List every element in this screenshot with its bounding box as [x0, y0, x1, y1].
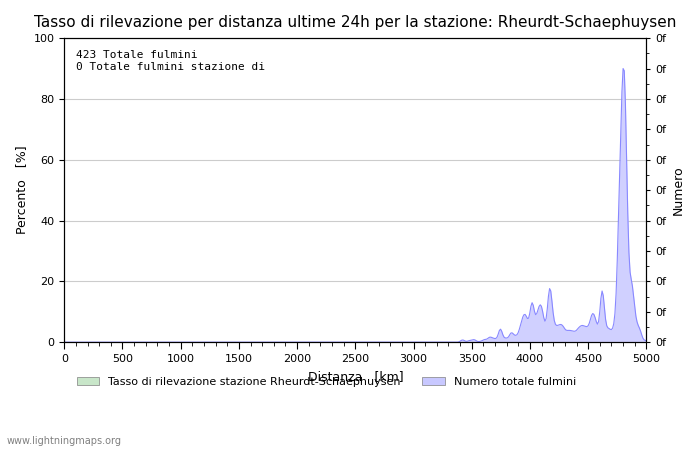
Y-axis label: Percento   [%]: Percento [%]: [15, 146, 28, 234]
X-axis label: Distanza   [km]: Distanza [km]: [307, 369, 403, 382]
Title: Tasso di rilevazione per distanza ultime 24h per la stazione: Rheurdt-Schaephuys: Tasso di rilevazione per distanza ultime…: [34, 15, 676, 30]
Legend: Tasso di rilevazione stazione Rheurdt-Schaephuysen, Numero totale fulmini: Tasso di rilevazione stazione Rheurdt-Sc…: [72, 373, 580, 392]
Text: www.lightningmaps.org: www.lightningmaps.org: [7, 436, 122, 446]
Y-axis label: Numero: Numero: [672, 165, 685, 215]
Text: 423 Totale fulmini
0 Totale fulmini stazione di: 423 Totale fulmini 0 Totale fulmini staz…: [76, 50, 265, 72]
